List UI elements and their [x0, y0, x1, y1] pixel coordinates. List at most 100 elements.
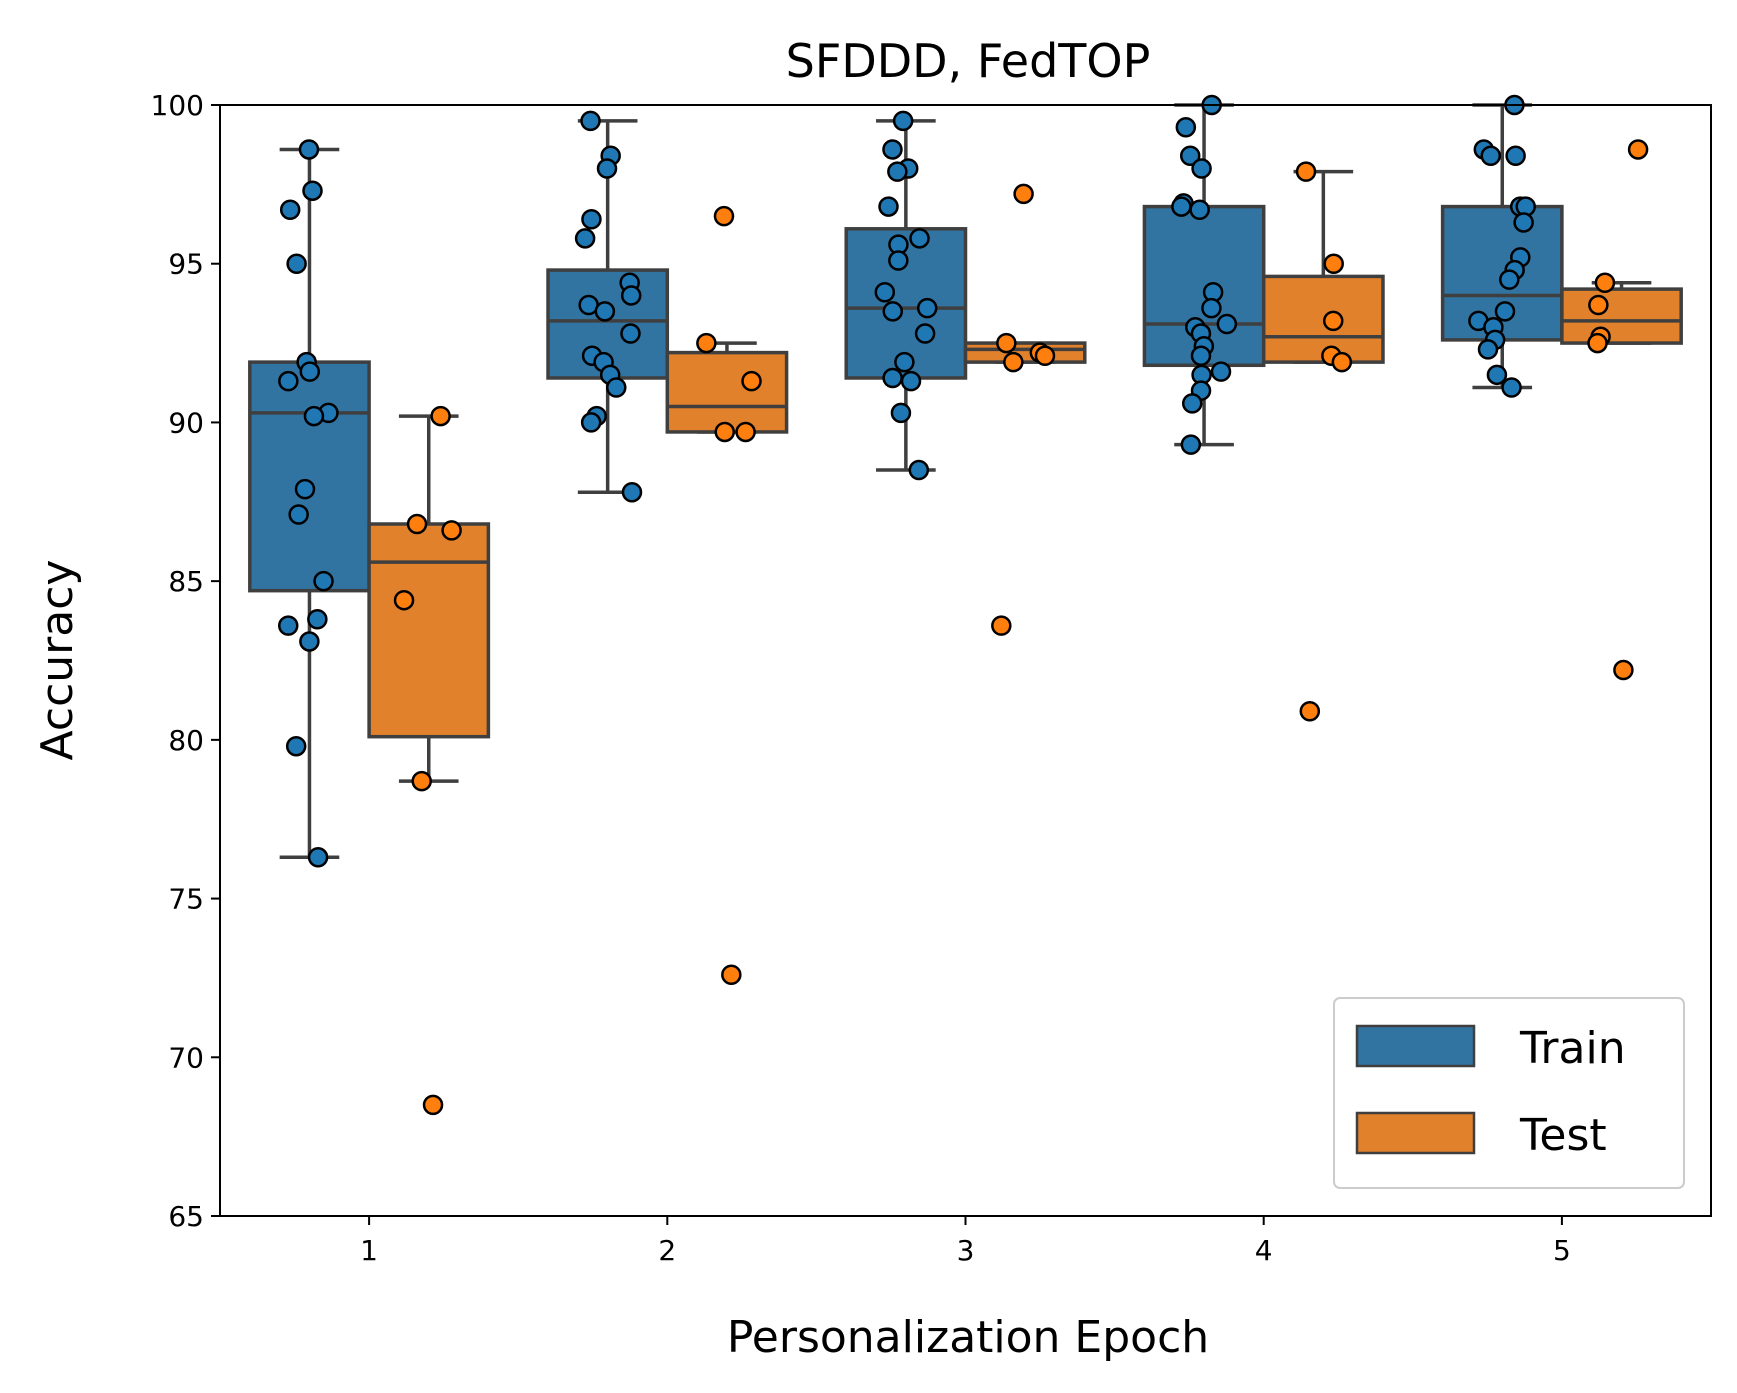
data-point-train: [620, 285, 642, 306]
data-point-test: [1299, 701, 1321, 722]
data-point-test: [1627, 139, 1649, 160]
x-tick-label: 2: [658, 1234, 676, 1267]
plot-area: [248, 94, 1683, 1116]
data-point-test: [1588, 294, 1609, 316]
legend: Train Test: [1333, 997, 1685, 1189]
data-point-test: [1594, 272, 1616, 294]
data-point-train: [887, 161, 908, 182]
data-point-train: [1180, 434, 1202, 455]
box-test-epoch-2: [665, 341, 789, 434]
data-point-train: [298, 139, 320, 160]
data-point-train: [286, 253, 307, 274]
data-point-train: [1513, 212, 1534, 233]
box-iqr: [963, 341, 1087, 364]
box-iqr: [367, 522, 491, 739]
data-point-train: [313, 570, 334, 592]
data-point-test: [721, 964, 742, 986]
data-point-test: [1613, 659, 1634, 681]
legend-swatch-train: [1355, 1024, 1476, 1068]
data-point-train: [890, 402, 912, 424]
x-tick-label: 5: [1553, 1234, 1571, 1267]
data-point-test: [430, 405, 451, 427]
chart-title: SFDDD, FedTOP: [786, 34, 1151, 88]
data-point-train: [916, 297, 938, 319]
x-tick-label: 3: [957, 1234, 975, 1267]
data-point-train: [1171, 196, 1192, 217]
box-iqr: [665, 350, 789, 434]
data-point-test: [1003, 351, 1024, 373]
data-point-train: [1179, 145, 1201, 167]
data-point-train: [303, 405, 325, 427]
data-point-train: [620, 323, 641, 344]
y-tick-label: 95: [168, 248, 204, 281]
data-point-train: [277, 615, 299, 636]
data-point-test: [1295, 161, 1317, 182]
data-point-train: [1181, 393, 1203, 414]
x-tick-label: 1: [360, 1234, 378, 1267]
box-train-epoch-1: [248, 147, 371, 860]
data-point-train: [307, 608, 328, 630]
data-point-test: [1331, 351, 1353, 373]
data-point-train: [580, 110, 601, 132]
data-point-test: [406, 513, 428, 535]
data-point-train: [278, 370, 299, 392]
data-point-train: [288, 504, 309, 525]
data-point-test: [741, 370, 762, 392]
data-point-test: [1322, 310, 1344, 332]
data-point-train: [1189, 199, 1210, 221]
data-point-train: [1191, 158, 1212, 179]
y-axis-title: Accuracy: [32, 560, 83, 761]
data-point-train: [1494, 301, 1516, 322]
legend-label-test: Test: [1519, 1110, 1607, 1161]
data-point-train: [914, 323, 936, 344]
y-tick-label: 80: [168, 724, 204, 757]
data-point-test: [441, 520, 462, 541]
box-iqr: [1560, 287, 1683, 345]
data-point-train: [1505, 145, 1526, 167]
y-tick-label: 65: [168, 1200, 204, 1233]
y-tick-label: 100: [151, 89, 204, 122]
x-tick-label: 4: [1255, 1234, 1273, 1267]
data-point-train: [894, 351, 915, 373]
data-point-test: [1013, 183, 1034, 205]
data-point-train: [299, 631, 320, 652]
data-point-train: [1499, 269, 1520, 290]
data-point-train: [279, 199, 301, 221]
y-tick-label: 70: [168, 1041, 204, 1074]
data-point-test: [991, 615, 1012, 636]
data-point-train: [606, 377, 627, 398]
data-point-train: [581, 209, 602, 230]
data-point-train: [621, 482, 643, 503]
data-point-test: [411, 770, 432, 792]
box-test-epoch-1: [367, 414, 491, 783]
data-point-test: [393, 589, 415, 611]
data-point-train: [1201, 297, 1222, 319]
data-point-train: [882, 367, 903, 389]
data-point-test: [696, 332, 717, 354]
box-test-epoch-5: [1560, 281, 1683, 345]
data-point-train: [882, 301, 904, 322]
data-point-train: [1486, 364, 1508, 386]
legend-label-train: Train: [1519, 1023, 1626, 1074]
data-point-train: [1216, 313, 1238, 335]
data-point-train: [882, 139, 903, 160]
data-point-train: [1210, 361, 1232, 382]
legend-swatch-test: [1355, 1111, 1476, 1155]
data-point-train: [892, 110, 914, 132]
data-point-test: [1587, 332, 1608, 354]
data-point-train: [908, 459, 930, 481]
data-point-train: [888, 250, 909, 271]
data-point-train: [294, 478, 316, 500]
data-point-test: [422, 1094, 444, 1116]
data-point-train: [1501, 377, 1522, 398]
data-point-train: [580, 412, 602, 433]
data-point-train: [302, 180, 323, 201]
y-tick-label: 75: [168, 883, 204, 916]
data-point-train: [596, 158, 618, 179]
data-point-test: [714, 421, 735, 443]
data-point-test: [735, 421, 756, 443]
box-test-epoch-3: [963, 341, 1087, 364]
data-point-test: [713, 205, 735, 227]
y-tick-label: 90: [168, 406, 204, 439]
